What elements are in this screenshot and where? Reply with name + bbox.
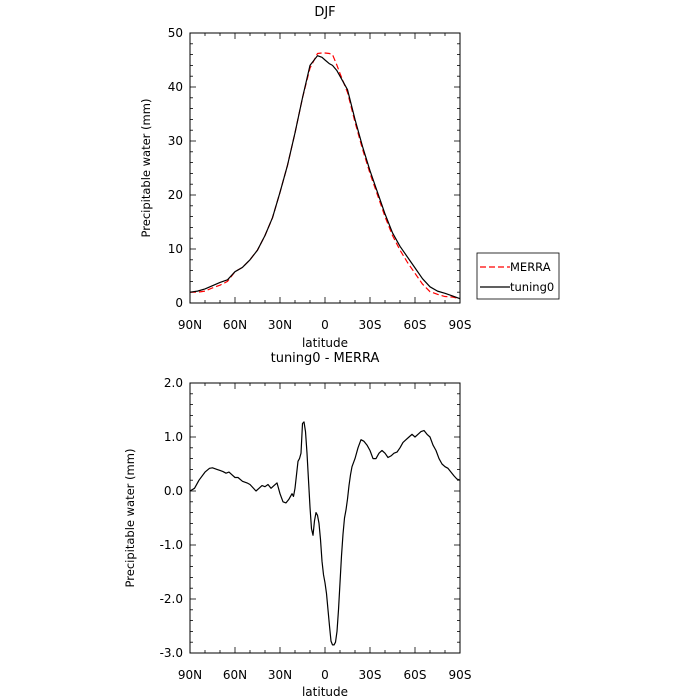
top-y-tick-label: 0 bbox=[175, 296, 183, 310]
bottom-y-tick-label: 2.0 bbox=[164, 376, 183, 390]
top-x-tick-label: 30N bbox=[268, 318, 292, 332]
bottom-chart-title: tuning0 - MERRA bbox=[271, 351, 380, 366]
top-x-tick-label: 90S bbox=[449, 318, 472, 332]
top-y-ticks: 0 10 20 30 40 50 bbox=[168, 26, 460, 310]
top-chart-title: DJF bbox=[314, 5, 335, 20]
bottom-x-tick-label: 30S bbox=[359, 668, 382, 682]
top-y-tick-label: 40 bbox=[168, 80, 183, 94]
bottom-y-tick-label: -1.0 bbox=[160, 538, 183, 552]
bottom-series-line-difference bbox=[189, 421, 461, 646]
bottom-panel: tuning0 - MERRA Precipitable water (mm) … bbox=[123, 351, 471, 699]
bottom-x-tick-label: 90N bbox=[178, 668, 202, 682]
bottom-y-tick-label: 1.0 bbox=[164, 430, 183, 444]
top-x-tick-label: 60N bbox=[223, 318, 247, 332]
bottom-y-tick-label: -3.0 bbox=[160, 646, 183, 660]
bottom-x-tick-label: 30N bbox=[268, 668, 292, 682]
bottom-y-tick-label: 0.0 bbox=[164, 484, 183, 498]
top-x-ticks: 90N 60N 30N 0 30S 60S 90S bbox=[178, 33, 472, 332]
bottom-y-axis-label: Precipitable water (mm) bbox=[123, 449, 137, 588]
bottom-x-ticks: 90N 60N 30N 0 30S 60S 90S bbox=[178, 383, 472, 682]
bottom-plot-lines bbox=[189, 421, 461, 646]
top-y-tick-label: 50 bbox=[168, 26, 183, 40]
bottom-x-tick-label: 90S bbox=[449, 668, 472, 682]
top-x-tick-label: 90N bbox=[178, 318, 202, 332]
top-x-tick-label: 60S bbox=[404, 318, 427, 332]
top-plot-lines bbox=[189, 52, 461, 300]
top-panel: DJF Precipitable water (mm) latitude 0 10… bbox=[139, 5, 471, 350]
bottom-x-tick-label: 0 bbox=[321, 668, 329, 682]
legend-label-tuning0: tuning0 bbox=[510, 280, 554, 294]
top-y-tick-label: 10 bbox=[168, 242, 183, 256]
legend-label-merra: MERRA bbox=[510, 260, 551, 274]
top-y-tick-label: 30 bbox=[168, 134, 183, 148]
bottom-x-tick-label: 60N bbox=[223, 668, 247, 682]
top-x-tick-label: 30S bbox=[359, 318, 382, 332]
bottom-y-tick-label: -2.0 bbox=[160, 592, 183, 606]
top-y-tick-label: 20 bbox=[168, 188, 183, 202]
legend-box bbox=[476, 252, 560, 300]
bottom-x-axis-label: latitude bbox=[302, 685, 348, 699]
legend: MERRA tuning0 bbox=[476, 252, 560, 300]
top-series-line-tuning0 bbox=[189, 55, 461, 300]
bottom-x-tick-label: 60S bbox=[404, 668, 427, 682]
top-x-tick-label: 0 bbox=[321, 318, 329, 332]
bottom-y-ticks: 2.0 1.0 0.0 -1.0 -2.0 -3.0 bbox=[160, 376, 460, 660]
top-plot-frame bbox=[189, 32, 461, 304]
top-y-axis-label: Precipitable water (mm) bbox=[139, 99, 153, 238]
bottom-plot-frame bbox=[189, 382, 461, 654]
top-x-axis-label: latitude bbox=[302, 336, 348, 350]
